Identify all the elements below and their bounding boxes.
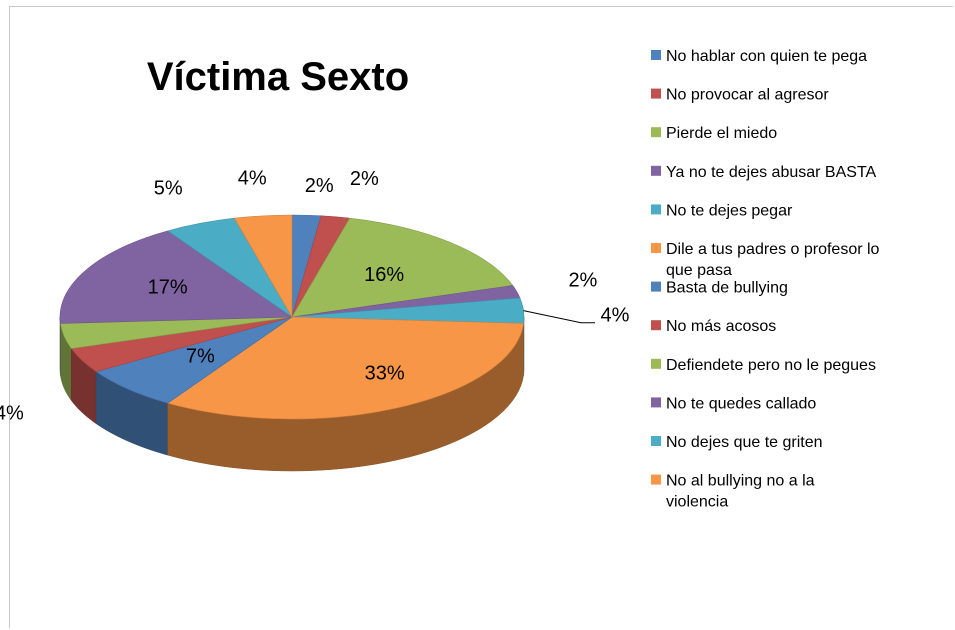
- data-label-12: 4%: [238, 167, 267, 189]
- legend-swatch-9: [651, 358, 661, 369]
- legend-swatch-8: [651, 320, 661, 331]
- data-label-3: 16%: [364, 264, 404, 286]
- legend-swatch-1: [651, 50, 661, 60]
- data-label-8: 4%: [0, 403, 24, 425]
- legend-label-7: Basta de bullying: [666, 280, 788, 297]
- legend-swatch-5: [651, 204, 661, 215]
- data-label-2: 2%: [350, 168, 379, 190]
- data-label-11: 5%: [154, 177, 183, 199]
- legend-label-9: Defiendete pero no le pegues: [666, 357, 876, 374]
- chart-title: Víctima Sexto: [147, 55, 409, 99]
- legend-swatch-3: [651, 127, 661, 138]
- legend-label-2: No provocar al agresor: [666, 87, 829, 104]
- data-labels: 2%2%16%2%4%33%7%4%4%17%5%4%: [0, 167, 630, 424]
- pie-slice-3: [291, 217, 514, 318]
- data-label-7: 7%: [186, 346, 215, 368]
- legend-swatch-2: [651, 88, 661, 99]
- legend-label-10: No te quedes callado: [666, 395, 816, 412]
- legend-swatch-11: [651, 436, 661, 446]
- pie-slice-12: [233, 214, 293, 319]
- legend-swatch-7: [651, 281, 661, 292]
- data-label-6: 33%: [365, 362, 405, 384]
- pie-group: [59, 214, 525, 472]
- legend-swatch-12: [651, 474, 661, 485]
- legend-swatch-10: [651, 397, 661, 408]
- legend-label-8: No más acosos: [666, 318, 776, 335]
- data-label-5: 4%: [601, 305, 630, 327]
- data-label-10: 17%: [148, 276, 188, 298]
- leader-line-5: [523, 310, 595, 324]
- pie-slice-7: [95, 316, 293, 404]
- data-label-1: 2%: [305, 175, 334, 197]
- data-label-4: 2%: [568, 269, 597, 291]
- legend-label-1: No hablar con quien te pega: [666, 48, 867, 65]
- legend-label-11: No dejes que te griten: [666, 434, 823, 451]
- legend-label-12: No al bullying no a la violencia: [666, 473, 815, 511]
- legend-swatch-4: [651, 165, 661, 176]
- chart-frame: [9, 6, 953, 628]
- legend-label-5: No te dejes pegar: [666, 202, 793, 219]
- legend-label-3: Pierde el miedo: [666, 125, 777, 142]
- legend: No hablar con quien te pega No provocar a…: [651, 48, 880, 511]
- pie-slice-10: [59, 230, 293, 324]
- legend-label-6: Dile a tus padres o profesor lo que pasa: [666, 241, 880, 279]
- legend-swatch-6: [651, 243, 661, 253]
- legend-label-4: Ya no te dejes abusar BASTA: [666, 164, 877, 181]
- pie-slice-6: [166, 316, 524, 420]
